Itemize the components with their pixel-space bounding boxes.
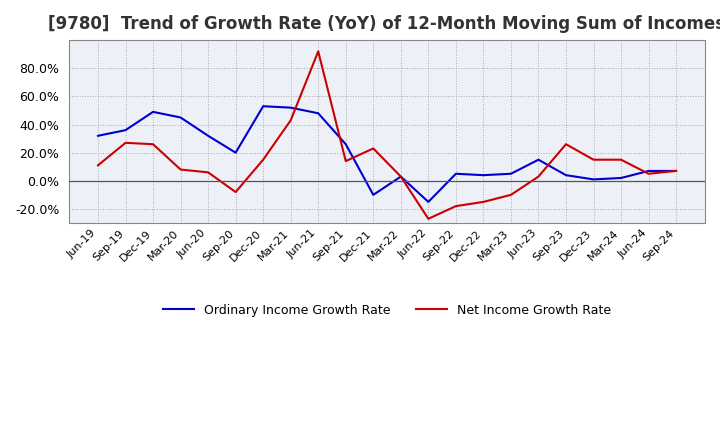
Net Income Growth Rate bbox=[149, 142, 158, 147]
Net Income Growth Rate bbox=[534, 174, 543, 179]
Net Income Growth Rate bbox=[369, 146, 377, 151]
Ordinary Income Growth Rate bbox=[204, 133, 212, 139]
Line: Net Income Growth Rate: Net Income Growth Rate bbox=[98, 51, 676, 219]
Net Income Growth Rate bbox=[341, 158, 350, 164]
Ordinary Income Growth Rate bbox=[231, 150, 240, 155]
Ordinary Income Growth Rate bbox=[617, 176, 626, 181]
Net Income Growth Rate bbox=[589, 157, 598, 162]
Ordinary Income Growth Rate bbox=[589, 177, 598, 182]
Title: [9780]  Trend of Growth Rate (YoY) of 12-Month Moving Sum of Incomes: [9780] Trend of Growth Rate (YoY) of 12-… bbox=[48, 15, 720, 33]
Net Income Growth Rate bbox=[176, 167, 185, 172]
Net Income Growth Rate bbox=[94, 163, 102, 168]
Ordinary Income Growth Rate bbox=[397, 174, 405, 179]
Net Income Growth Rate bbox=[672, 169, 680, 174]
Net Income Growth Rate bbox=[204, 170, 212, 175]
Ordinary Income Growth Rate bbox=[176, 115, 185, 120]
Ordinary Income Growth Rate bbox=[369, 192, 377, 198]
Net Income Growth Rate bbox=[617, 157, 626, 162]
Ordinary Income Growth Rate bbox=[534, 157, 543, 162]
Ordinary Income Growth Rate bbox=[424, 199, 433, 205]
Net Income Growth Rate bbox=[121, 140, 130, 146]
Net Income Growth Rate bbox=[451, 203, 460, 209]
Net Income Growth Rate bbox=[644, 171, 653, 176]
Ordinary Income Growth Rate bbox=[314, 110, 323, 116]
Net Income Growth Rate bbox=[424, 216, 433, 221]
Net Income Growth Rate bbox=[397, 174, 405, 179]
Ordinary Income Growth Rate bbox=[644, 169, 653, 174]
Ordinary Income Growth Rate bbox=[672, 169, 680, 174]
Net Income Growth Rate bbox=[479, 199, 487, 205]
Legend: Ordinary Income Growth Rate, Net Income Growth Rate: Ordinary Income Growth Rate, Net Income … bbox=[158, 299, 616, 322]
Ordinary Income Growth Rate bbox=[149, 109, 158, 114]
Line: Ordinary Income Growth Rate: Ordinary Income Growth Rate bbox=[98, 106, 676, 202]
Ordinary Income Growth Rate bbox=[479, 172, 487, 178]
Net Income Growth Rate bbox=[314, 49, 323, 54]
Ordinary Income Growth Rate bbox=[507, 171, 516, 176]
Ordinary Income Growth Rate bbox=[94, 133, 102, 139]
Ordinary Income Growth Rate bbox=[562, 172, 570, 178]
Ordinary Income Growth Rate bbox=[341, 142, 350, 147]
Ordinary Income Growth Rate bbox=[121, 128, 130, 133]
Net Income Growth Rate bbox=[231, 189, 240, 194]
Net Income Growth Rate bbox=[507, 192, 516, 198]
Ordinary Income Growth Rate bbox=[259, 103, 268, 109]
Net Income Growth Rate bbox=[287, 117, 295, 123]
Net Income Growth Rate bbox=[259, 157, 268, 162]
Ordinary Income Growth Rate bbox=[287, 105, 295, 110]
Ordinary Income Growth Rate bbox=[451, 171, 460, 176]
Net Income Growth Rate bbox=[562, 142, 570, 147]
